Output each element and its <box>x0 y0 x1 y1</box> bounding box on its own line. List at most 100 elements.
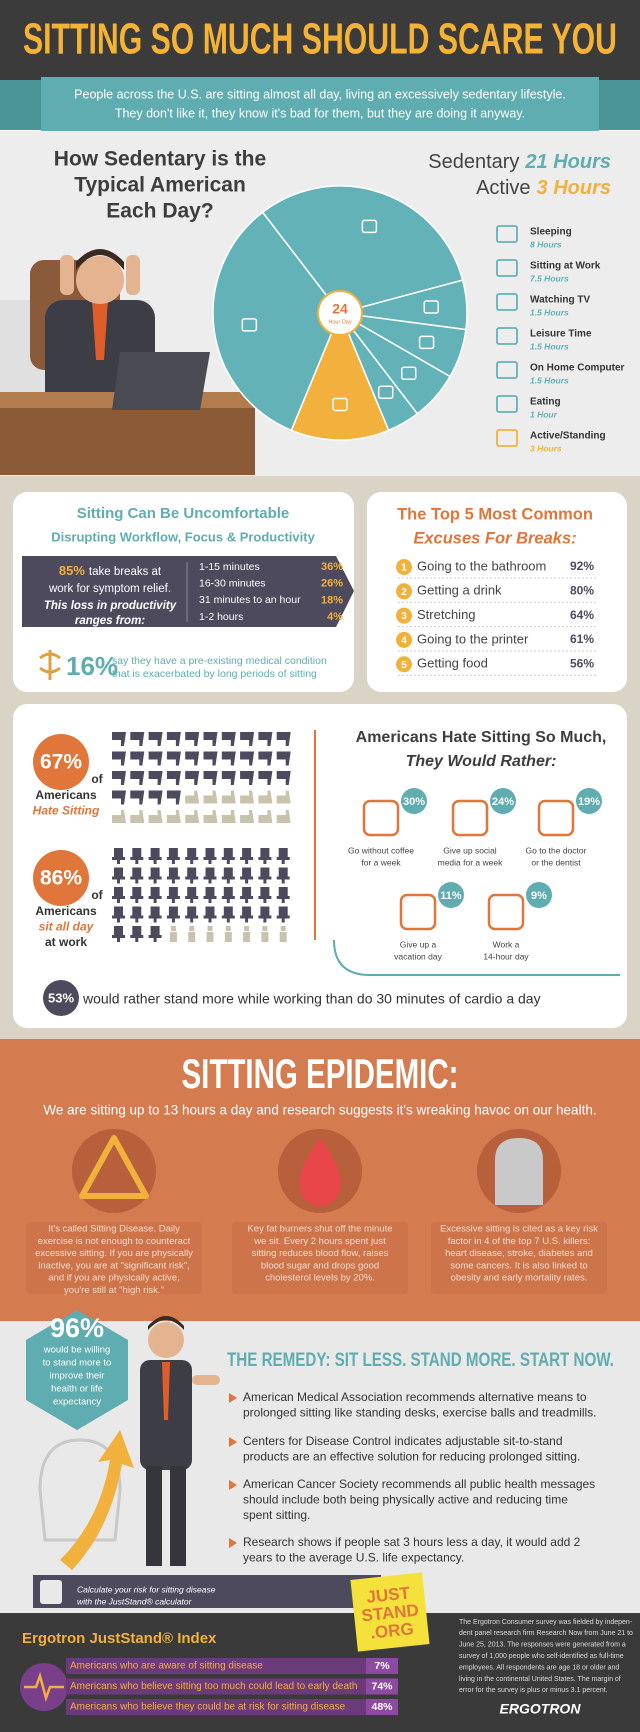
thumb-up <box>276 810 291 823</box>
divider <box>333 939 620 976</box>
option-icon <box>537 799 575 837</box>
person-leg <box>146 1466 162 1566</box>
card-title: Americans Hate Sitting So Much, <box>356 729 607 746</box>
standing-person <box>188 926 196 942</box>
index-percent-tab <box>366 1699 398 1715</box>
sitting-chair <box>130 906 144 923</box>
thumb-down <box>112 771 126 785</box>
thumb-down <box>221 771 236 785</box>
option-badge <box>438 882 464 908</box>
thumb-up <box>166 810 181 823</box>
thumb-down <box>240 771 255 785</box>
point-text: American Medical Association recommends … <box>243 1390 587 1404</box>
thumb-down <box>112 732 126 746</box>
option-text: vacation day <box>394 951 442 961</box>
stand-percent: 53% <box>48 990 74 1005</box>
fact-text: excessive sitting. If you are physically <box>35 1248 193 1259</box>
excuse-number: 1 <box>401 563 407 574</box>
condition-text: say they have a pre-existing medical con… <box>112 655 327 667</box>
laptop <box>112 352 210 410</box>
option-badge <box>401 788 427 814</box>
stat-of: of <box>91 888 103 902</box>
calculator-icon <box>40 1580 62 1604</box>
number-badge <box>396 559 412 575</box>
sitting-chair <box>258 887 272 903</box>
standing-person <box>261 926 269 942</box>
thumb-up <box>240 790 255 804</box>
person-leg <box>170 1466 186 1566</box>
hand <box>60 255 74 295</box>
breaks-percent: 85% <box>59 563 85 578</box>
sitting-chair <box>258 867 272 884</box>
thumb-up <box>221 810 236 823</box>
calculator-banner <box>33 1575 381 1608</box>
option-badge <box>490 788 516 814</box>
heartbeat-line <box>24 1671 64 1703</box>
blood-drop-icon <box>299 1138 341 1206</box>
thumb-down <box>276 771 291 785</box>
thumb-up <box>185 790 200 804</box>
main-title: SITTING SO MUCH SHOULD SCARE YOU <box>23 15 617 64</box>
sitting-chair <box>258 848 272 864</box>
breaks-text: take breaks at <box>89 566 162 578</box>
arrow-up <box>60 1430 134 1570</box>
thumb-down <box>148 732 163 746</box>
thumb-down <box>185 771 200 785</box>
header-band <box>0 0 640 80</box>
option-text: for a week <box>361 857 401 867</box>
fact-text: we sit. Every 2 hours spent just <box>253 1236 386 1247</box>
sitting-chair <box>276 867 290 884</box>
tie <box>92 300 108 360</box>
sitting-chair <box>166 887 180 903</box>
excuses-card <box>367 492 627 692</box>
fact-text: obesity and early mortality rates. <box>451 1273 588 1284</box>
sitting-chair <box>203 906 217 923</box>
bullet <box>229 1437 237 1447</box>
excuse-text: Going to the printer <box>417 631 529 646</box>
card-title: The Top 5 Most Common <box>397 505 593 523</box>
thumb-down <box>148 790 163 805</box>
index-percent: 74% <box>371 1680 393 1692</box>
sitting-chair <box>185 906 199 923</box>
sitting-chair <box>148 848 162 864</box>
legend-icon <box>496 361 518 379</box>
section-title: SITTING EPIDEMIC: <box>182 1050 459 1097</box>
option-text: Go without coffee <box>348 845 414 855</box>
summary: Active 3 Hours <box>476 177 611 199</box>
percent-circle <box>33 734 89 790</box>
legend-name: Watching TV <box>530 295 591 306</box>
fact-text: inactive, you are at "significant risk", <box>38 1260 189 1271</box>
excuse-percent: 61% <box>570 632 594 646</box>
thumb-down <box>258 771 273 785</box>
index-percent: 7% <box>374 1660 390 1672</box>
clock-label: Hour Day <box>328 319 351 325</box>
question: Typical American <box>74 174 246 197</box>
summary-label: Active <box>476 177 530 199</box>
badge-text: improve their <box>50 1371 105 1382</box>
hand <box>126 255 140 295</box>
legend-hours: 1.5 Hours <box>530 375 569 385</box>
excuse-text: Going to the bathroom <box>417 558 546 573</box>
person-hair <box>148 1316 184 1330</box>
fact-text: factor in 4 of the top 7 U.S. killers: <box>448 1236 591 1247</box>
breaks-text: 85% take breaks at <box>59 563 162 578</box>
stat-text: Americans <box>35 788 97 802</box>
option-icon <box>487 893 525 931</box>
legend-icon <box>496 259 518 277</box>
intro-banner <box>41 77 599 131</box>
card-subtitle: Disrupting Workflow, Focus & Productivit… <box>51 529 315 544</box>
badge-text: to stand more to <box>43 1358 112 1369</box>
legend-hours: 7.5 Hours <box>530 273 569 283</box>
footnote: employees. All respondents are age 18 or… <box>459 1664 619 1671</box>
intro-text: They don't like it, they know it's bad f… <box>115 106 525 120</box>
slice-icon <box>400 366 417 381</box>
thumb-down <box>258 732 273 746</box>
index-percent-tab <box>366 1678 398 1695</box>
person-head <box>148 1322 184 1358</box>
sitting-chair <box>112 867 125 884</box>
sitting-chair <box>221 867 235 884</box>
sitting-chair <box>130 887 144 903</box>
thumb-up <box>203 790 218 804</box>
number-badge <box>396 656 412 673</box>
fact-text: It's called Sitting Disease. Daily <box>48 1224 180 1235</box>
